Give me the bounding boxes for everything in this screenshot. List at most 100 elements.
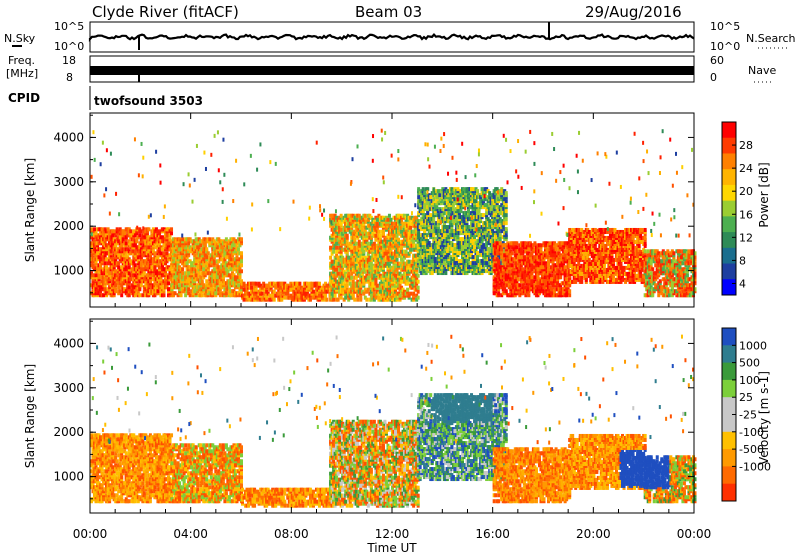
range-gate-cell <box>369 293 373 298</box>
range-gate-cell <box>316 291 320 296</box>
range-gate-cell <box>205 253 209 258</box>
range-gate-cell <box>156 233 160 238</box>
range-gate-cell <box>397 237 401 242</box>
range-gate-cell <box>148 237 152 242</box>
range-gate-cell <box>184 257 188 262</box>
range-gate-cell <box>359 267 363 272</box>
range-gate-cell <box>209 271 213 276</box>
range-gate-cell <box>412 269 416 274</box>
range-gate-cell <box>338 245 342 250</box>
range-gate-cell <box>347 243 351 248</box>
range-gate-cell <box>236 275 240 280</box>
range-gate-cell <box>418 249 422 254</box>
range-gate-cell <box>159 245 163 250</box>
range-gate-cell <box>420 189 424 194</box>
range-gate-cell <box>108 271 112 276</box>
range-gate-cell <box>344 239 348 244</box>
range-gate-cell <box>308 281 312 286</box>
range-gate-cell <box>329 235 333 240</box>
range-gate-cell <box>194 269 198 274</box>
range-gate-cell <box>100 251 104 256</box>
range-gate-cell <box>179 243 183 248</box>
range-gate-cell <box>248 291 252 296</box>
range-gate-cell <box>232 257 236 262</box>
noise-sky-line <box>88 32 695 42</box>
range-gate-cell <box>229 281 233 286</box>
range-gate-cell <box>415 281 419 286</box>
range-gate-cell <box>341 239 345 244</box>
range-gate-cell <box>209 293 213 298</box>
range-gate-cell <box>394 273 398 278</box>
range-gate-cell <box>398 277 402 282</box>
range-gate-cell <box>188 245 192 250</box>
range-gate-cell <box>266 291 270 296</box>
range-gate-cell <box>126 293 130 298</box>
range-gate-cell <box>398 247 402 252</box>
range-gate-cell <box>410 259 414 264</box>
range-gate-cell <box>359 295 363 300</box>
range-gate-cell <box>172 277 176 282</box>
range-gate-cell <box>272 297 276 302</box>
range-gate-cell <box>404 271 408 276</box>
range-gate-cell <box>442 211 446 216</box>
range-gate-cell <box>185 267 189 272</box>
range-gate-cell <box>350 235 354 240</box>
range-gate-cell <box>236 269 240 274</box>
range-gate-cell <box>415 293 419 298</box>
range-gate-cell <box>127 277 131 282</box>
range-gate-cell <box>278 285 282 290</box>
range-gate-cell <box>147 227 151 232</box>
range-gate-cell <box>165 251 169 256</box>
range-gate-cell <box>135 255 139 260</box>
range-gate-cell <box>377 245 381 250</box>
range-gate-cell <box>220 263 224 268</box>
range-gate-cell <box>345 283 349 288</box>
range-gate-cell <box>133 273 137 278</box>
range-gate-cell <box>424 205 428 210</box>
range-gate-cell <box>329 287 333 292</box>
range-gate-cell <box>118 267 122 272</box>
range-gate-cell <box>133 233 137 238</box>
range-gate-cell <box>208 291 212 296</box>
range-gate-cell <box>173 285 177 290</box>
range-gate-cell <box>100 275 104 280</box>
range-gate-cell <box>184 253 188 258</box>
range-gate-cell <box>168 233 172 238</box>
range-gate-cell <box>242 281 246 286</box>
range-gate-cell <box>103 251 107 256</box>
range-gate-cell <box>123 287 127 292</box>
range-gate-cell <box>150 285 154 290</box>
range-gate-cell <box>409 229 413 234</box>
range-gate-cell <box>167 265 171 270</box>
range-gate-cell <box>138 275 142 280</box>
range-gate-cell <box>111 271 115 276</box>
range-gate-cell <box>205 261 209 266</box>
range-gate-cell <box>424 201 428 206</box>
range-gate-cell <box>139 277 143 282</box>
range-gate-cell <box>211 279 215 284</box>
range-gate-cell <box>196 251 200 256</box>
range-gate-cell <box>147 253 151 258</box>
range-gate-cell <box>163 255 167 260</box>
range-gate-cell <box>196 277 200 282</box>
range-gate-cell <box>126 281 130 286</box>
range-gate-cell <box>156 229 160 234</box>
range-gate-cell <box>141 249 145 254</box>
range-gate-cell <box>263 291 267 296</box>
range-gate-cell <box>214 291 218 296</box>
range-gate-cell <box>378 257 382 262</box>
range-gate-cell <box>392 259 396 264</box>
range-gate-cell <box>94 267 98 272</box>
range-gate-cell <box>338 271 342 276</box>
range-gate-cell <box>91 259 95 264</box>
range-gate-cell <box>197 253 201 258</box>
range-gate-cell <box>359 263 363 268</box>
range-gate-cell <box>368 255 372 260</box>
range-gate-cell <box>390 221 394 226</box>
range-gate-cell <box>409 267 413 272</box>
range-gate-cell <box>196 265 200 270</box>
range-gate-cell <box>412 217 416 222</box>
range-gate-cell <box>117 265 121 270</box>
range-gate-cell <box>404 277 408 282</box>
range-gate-cell <box>112 257 116 262</box>
